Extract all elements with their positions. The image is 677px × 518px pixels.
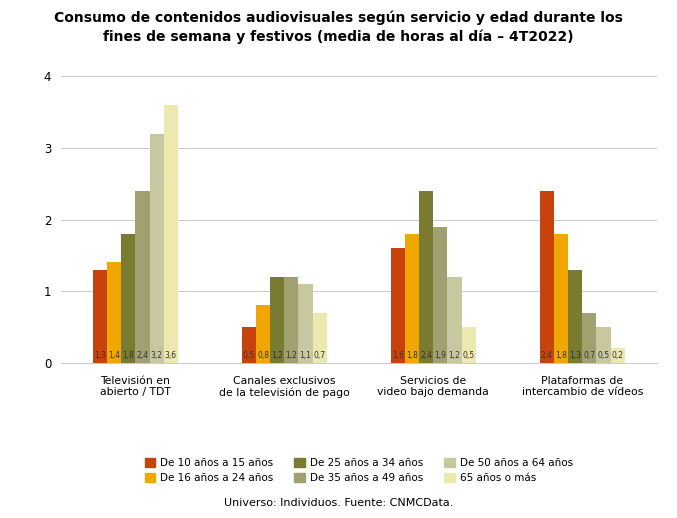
Bar (150, 134, 164, 363)
Text: 1,2: 1,2 (271, 351, 283, 361)
Bar (284, 277, 299, 363)
Bar (242, 327, 256, 363)
Bar (93, 269, 107, 363)
Bar (391, 248, 405, 363)
Text: 0,5: 0,5 (243, 351, 255, 361)
Legend: De 10 años a 15 años, De 16 años a 24 años, De 25 años a 34 años, De 35 años a 4: De 10 años a 15 años, De 16 años a 24 añ… (145, 458, 573, 483)
Bar (419, 191, 433, 363)
Bar (554, 234, 568, 363)
Bar (270, 277, 284, 363)
Text: 1,6: 1,6 (392, 351, 404, 361)
Text: 1,8: 1,8 (555, 351, 567, 361)
Text: 1,3: 1,3 (569, 351, 581, 361)
Text: 1,1: 1,1 (300, 351, 311, 361)
Bar (611, 348, 625, 363)
Text: 1,4: 1,4 (108, 351, 121, 361)
Text: 0,5: 0,5 (597, 351, 609, 361)
Bar (462, 327, 476, 363)
Text: 0,8: 0,8 (257, 351, 269, 361)
Text: 0,7: 0,7 (583, 351, 595, 361)
Text: 0,5: 0,5 (462, 351, 475, 361)
Text: 1,2: 1,2 (449, 351, 460, 361)
Bar (107, 263, 121, 363)
Bar (299, 284, 313, 363)
Text: Universo: Individuos. Fuente: CNMCData.: Universo: Individuos. Fuente: CNMCData. (224, 498, 453, 508)
Text: 2,4: 2,4 (137, 351, 148, 361)
Text: 0,7: 0,7 (313, 351, 326, 361)
Text: 1,3: 1,3 (94, 351, 106, 361)
Text: 3,2: 3,2 (150, 351, 162, 361)
Text: 2,4: 2,4 (541, 351, 553, 361)
Bar (433, 227, 447, 363)
Bar (568, 269, 582, 363)
Bar (540, 191, 554, 363)
Text: Consumo de contenidos audiovisuales según servicio y edad durante los
fines de s: Consumo de contenidos audiovisuales segú… (54, 10, 623, 44)
Text: 3,6: 3,6 (165, 351, 177, 361)
Text: 1,9: 1,9 (435, 351, 446, 361)
Text: 1,8: 1,8 (123, 351, 134, 361)
Text: 0,2: 0,2 (611, 351, 624, 361)
Bar (164, 105, 178, 363)
Bar (256, 306, 270, 363)
Bar (405, 234, 419, 363)
Text: 1,8: 1,8 (406, 351, 418, 361)
Text: 2,4: 2,4 (420, 351, 432, 361)
Text: 1,2: 1,2 (286, 351, 297, 361)
Bar (135, 191, 150, 363)
Bar (596, 327, 611, 363)
Bar (582, 312, 596, 363)
Bar (313, 312, 327, 363)
Bar (121, 234, 135, 363)
Bar (447, 277, 462, 363)
